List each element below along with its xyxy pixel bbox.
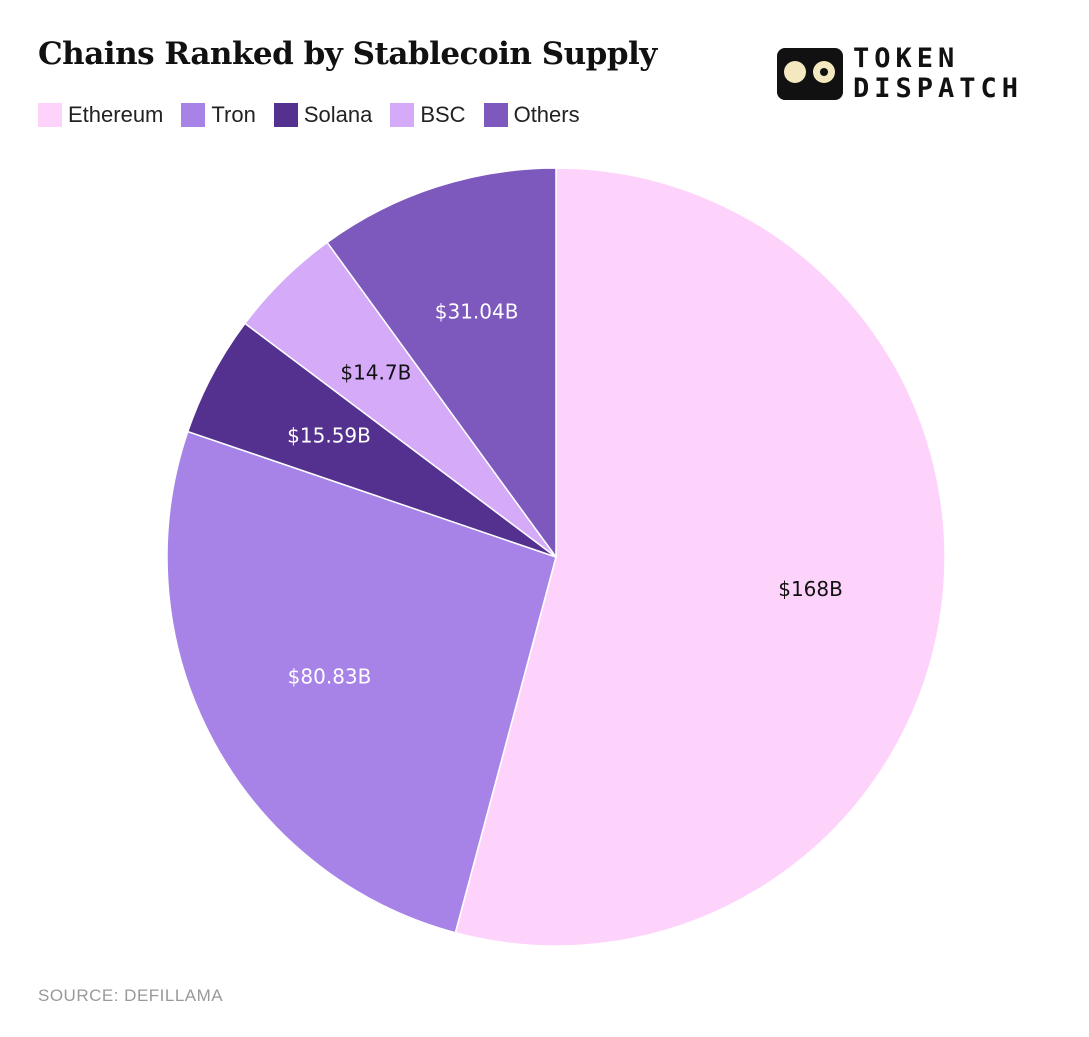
logo-line1: TOKEN	[853, 43, 960, 74]
legend-item-tron: Tron	[181, 102, 256, 128]
legend-swatch	[38, 103, 62, 127]
legend: Ethereum Tron Solana BSC Others	[38, 102, 580, 128]
legend-swatch	[181, 103, 206, 127]
legend-label: Solana	[303, 102, 373, 127]
legend-item-others: Others	[483, 102, 580, 128]
data-label-solana: $15.59B	[287, 424, 371, 448]
legend-item-solana: Solana	[273, 102, 373, 128]
chart-title: Chains Ranked by Stablecoin Supply	[38, 36, 657, 72]
legend-swatch	[483, 103, 508, 127]
pie-slice-tron	[166, 430, 557, 934]
legend-label: Tron	[211, 102, 256, 127]
pie-slice-ethereum	[454, 167, 946, 947]
pie-slice-others	[326, 167, 557, 560]
logo-eye-icon	[813, 61, 835, 83]
legend-label: Others	[513, 102, 580, 127]
data-label-ethereum: $168B	[778, 577, 843, 601]
data-label-others: $31.04B	[435, 299, 519, 323]
legend-swatch	[390, 103, 415, 127]
legend-item-ethereum: Ethereum	[38, 102, 163, 128]
legend-swatch	[273, 103, 298, 127]
legend-item-bsc: BSC	[390, 102, 466, 128]
data-label-tron: $80.83B	[288, 664, 372, 688]
logo-mascot-icon	[777, 48, 843, 100]
legend-label: Ethereum	[68, 102, 164, 127]
logo-eye-icon	[784, 61, 806, 83]
logo-text: TOKEN DISPATCH	[853, 44, 1023, 104]
legend-label: BSC	[420, 102, 466, 127]
source-note: SOURCE: DEFILLAMA	[38, 986, 224, 1005]
token-dispatch-logo: TOKEN DISPATCH	[777, 44, 1023, 104]
logo-line2: DISPATCH	[853, 73, 1024, 104]
data-label-bsc: $14.7B	[340, 361, 411, 385]
